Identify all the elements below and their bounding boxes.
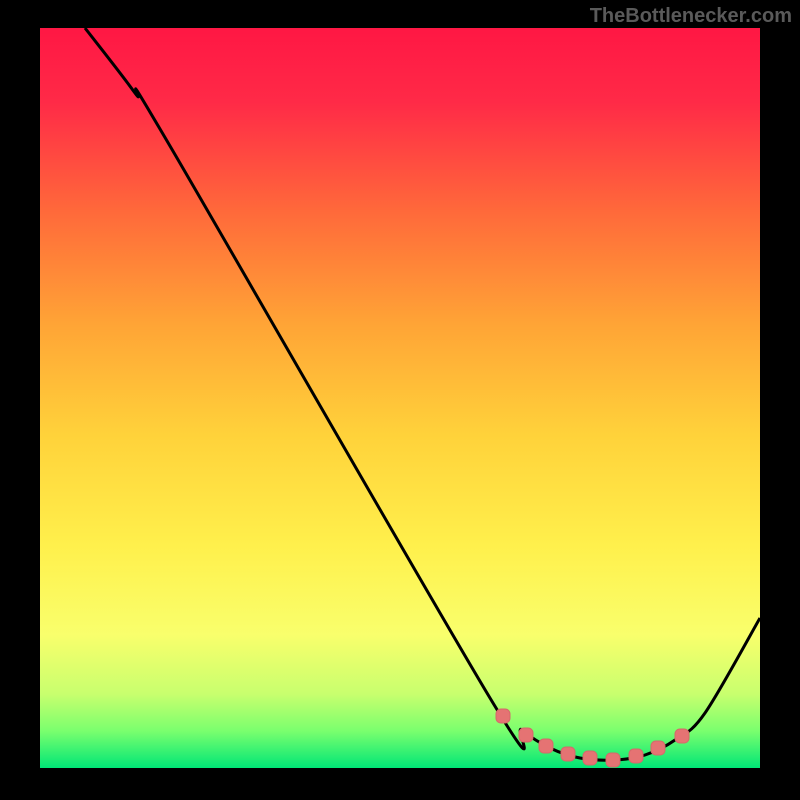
curve-marker <box>651 741 665 755</box>
curve-layer <box>40 28 760 768</box>
curve-marker <box>675 729 689 743</box>
watermark-text: TheBottlenecker.com <box>590 5 792 28</box>
chart-container: TheBottlenecker.com <box>0 0 800 800</box>
curve-marker <box>606 753 620 767</box>
curve-marker <box>629 749 643 763</box>
curve-marker <box>583 751 597 765</box>
curve-marker <box>496 709 510 723</box>
curve-marker <box>519 728 533 742</box>
marker-group <box>496 709 689 767</box>
bottleneck-curve <box>85 28 760 760</box>
plot-area <box>40 28 760 768</box>
curve-marker <box>539 739 553 753</box>
curve-marker <box>561 747 575 761</box>
